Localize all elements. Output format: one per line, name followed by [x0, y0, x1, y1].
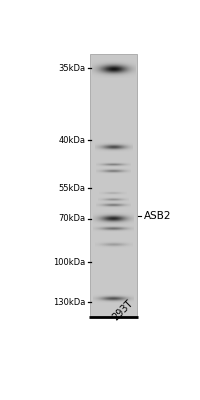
Text: ASB2: ASB2	[144, 211, 172, 221]
Text: 100kDa: 100kDa	[53, 258, 85, 266]
Text: 130kDa: 130kDa	[53, 298, 85, 306]
Bar	[90, 54, 137, 316]
Text: 35kDa: 35kDa	[58, 64, 85, 72]
Text: 40kDa: 40kDa	[58, 136, 85, 145]
Text: 70kDa: 70kDa	[58, 214, 85, 224]
Text: 55kDa: 55kDa	[58, 184, 85, 193]
Text: 293T: 293T	[110, 298, 134, 322]
